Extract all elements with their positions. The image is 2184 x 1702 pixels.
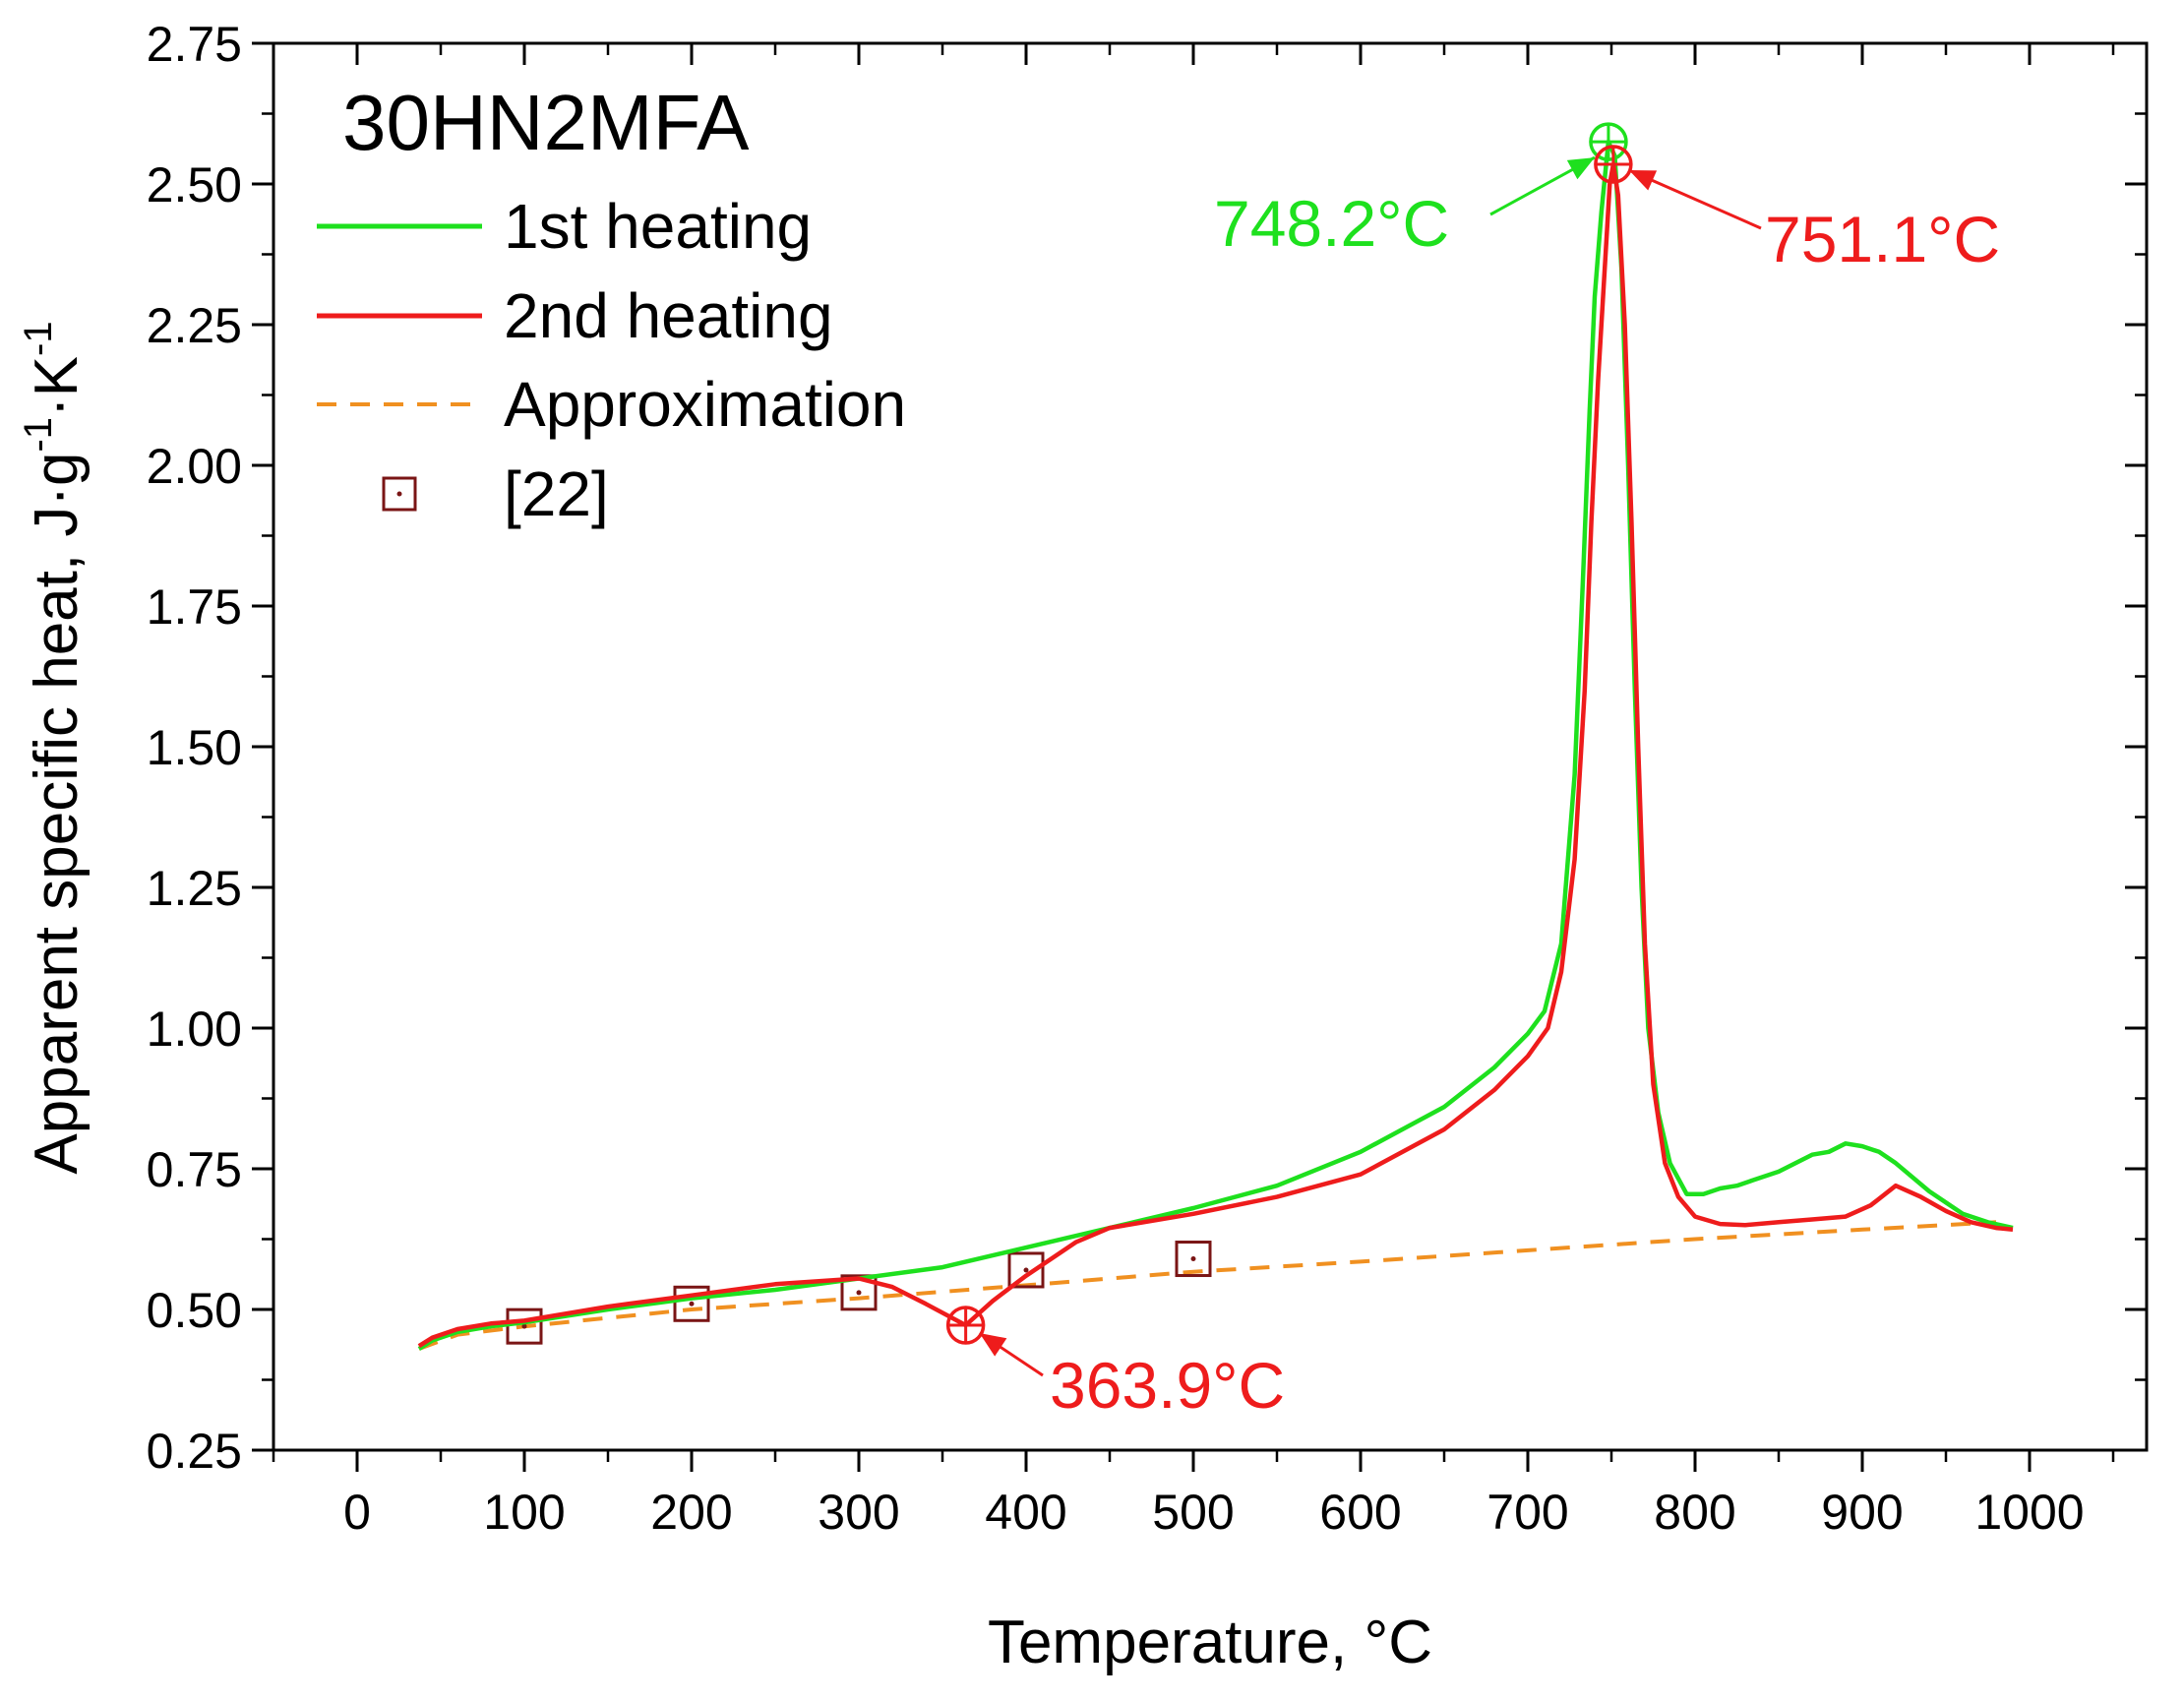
legend-swatch-ref22-dot bbox=[396, 491, 402, 497]
y-axis-title-mid: ·K bbox=[23, 356, 91, 417]
chart-title: 30HN2MFA bbox=[342, 79, 750, 166]
y-tick-label: 1.75 bbox=[147, 579, 242, 635]
legend-swatch-ref22 bbox=[382, 476, 417, 512]
annotation-label-751: 751.1°C bbox=[1765, 203, 2000, 275]
x-tick-label: 1000 bbox=[1974, 1485, 2084, 1540]
y-axis-title: Apparent specific heat, J·g-1·K-1 bbox=[17, 321, 91, 1174]
x-tick-label: 300 bbox=[818, 1485, 899, 1540]
series-line-2nd-heating bbox=[417, 161, 2014, 1349]
x-axis-title: Temperature, °C bbox=[988, 1609, 1432, 1676]
annotation-layer: 748.2°C 751.1°C 363.9°C bbox=[945, 122, 2000, 1422]
y-tick-label: 0.50 bbox=[147, 1283, 242, 1338]
annotation-arrow-364-head bbox=[979, 1333, 1007, 1357]
annotation-arrow-751-head bbox=[1628, 169, 1658, 191]
y-tick-label: 2.25 bbox=[147, 298, 242, 353]
data-point-ref22 bbox=[1175, 1241, 1212, 1278]
legend-label-approximation: Approximation bbox=[504, 369, 906, 440]
data-point-ref22-dot bbox=[1190, 1256, 1196, 1262]
data-point-ref22-dot bbox=[689, 1301, 695, 1307]
data-point-ref22 bbox=[840, 1274, 878, 1311]
x-tick-label: 800 bbox=[1654, 1485, 1735, 1540]
legend: 1st heating 2nd heating Approximation [2… bbox=[317, 191, 906, 529]
y-tick-label: 2.00 bbox=[147, 439, 242, 494]
annotation-label-748: 748.2°C bbox=[1214, 187, 1449, 260]
x-tick-label: 0 bbox=[343, 1485, 371, 1540]
y-tick-label: 1.25 bbox=[147, 861, 242, 916]
x-tick-label: 700 bbox=[1486, 1485, 1568, 1540]
y-tick-label: 2.75 bbox=[147, 17, 242, 72]
x-tick-label: 100 bbox=[483, 1485, 565, 1540]
y-tick-label: 0.75 bbox=[147, 1142, 242, 1197]
x-axis-ticks: 0 100 200 300 400 500 600 700 800 900 1000 bbox=[272, 43, 2115, 1540]
y-axis-title-main: Apparent specific heat, J·g bbox=[23, 453, 91, 1175]
data-point-ref22 bbox=[1007, 1251, 1045, 1289]
y-axis-ticks: 0.25 0.50 0.75 1.00 1.25 1.50 1.75 2.00 2.25 2.50… bbox=[147, 17, 2147, 1479]
data-point-ref22 bbox=[673, 1285, 710, 1322]
y-tick-label: 0.25 bbox=[147, 1424, 242, 1479]
data-point-ref22-dot bbox=[1023, 1267, 1029, 1273]
y-tick-label: 1.50 bbox=[147, 720, 242, 775]
y-tick-label: 2.50 bbox=[147, 157, 242, 213]
y-axis-title-sup2: -1 bbox=[17, 321, 60, 356]
legend-label-2nd-heating: 2nd heating bbox=[504, 280, 833, 351]
data-point-ref22-dot bbox=[521, 1323, 527, 1329]
annotation-arrow-748-head bbox=[1566, 157, 1595, 180]
x-tick-label: 500 bbox=[1152, 1485, 1234, 1540]
series-line-1st-heating bbox=[417, 139, 2014, 1351]
y-axis-title-sup1: -1 bbox=[17, 417, 60, 453]
legend-label-ref22: [22] bbox=[504, 458, 609, 529]
data-point-ref22-dot bbox=[856, 1290, 862, 1296]
series-layer bbox=[417, 139, 2014, 1351]
x-tick-label: 900 bbox=[1821, 1485, 1903, 1540]
x-tick-label: 200 bbox=[650, 1485, 732, 1540]
annotation-label-364: 363.9°C bbox=[1050, 1349, 1285, 1422]
y-tick-label: 1.00 bbox=[147, 1002, 242, 1057]
legend-label-1st-heating: 1st heating bbox=[504, 191, 812, 262]
x-tick-label: 600 bbox=[1319, 1485, 1401, 1540]
x-tick-label: 400 bbox=[985, 1485, 1066, 1540]
